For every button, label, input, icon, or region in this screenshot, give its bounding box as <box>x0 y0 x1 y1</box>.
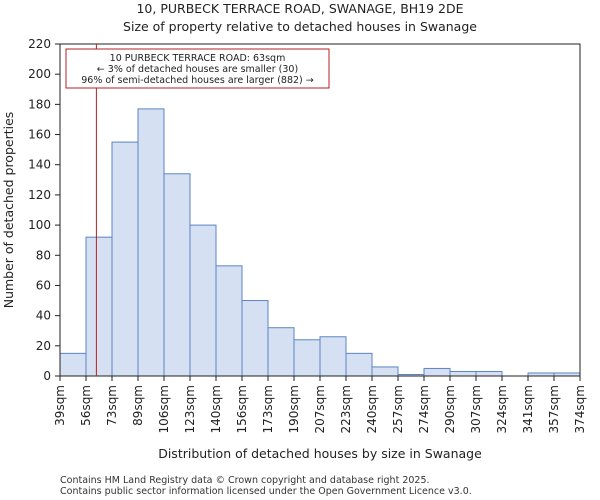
x-tick-label: 324sqm <box>495 385 509 433</box>
chart-title: 10, PURBECK TERRACE ROAD, SWANAGE, BH19 … <box>136 1 463 16</box>
y-tick-label: 160 <box>28 128 51 142</box>
bar-173sqm <box>267 327 295 377</box>
bar-240sqm <box>371 366 399 377</box>
x-tick-label: 307sqm <box>469 385 483 433</box>
x-axis-ticks: 39sqm 56sqm 73sqm 89sqm 106sqm 123sqm 140sqm 15… <box>53 376 587 433</box>
y-tick-label: 100 <box>28 218 51 232</box>
annotation-line-3: 96% of semi-detached houses are larger (… <box>81 75 314 86</box>
footer-line-1: Contains HM Land Registry data © Crown c… <box>60 475 430 486</box>
y-tick-label: 140 <box>28 158 51 172</box>
x-tick-label: 207sqm <box>313 385 327 433</box>
y-tick-label: 80 <box>36 248 51 262</box>
x-tick-label: 73sqm <box>105 385 119 426</box>
y-tick-label: 220 <box>28 37 51 51</box>
y-tick-label: 40 <box>36 309 51 323</box>
bar-89sqm <box>137 108 165 377</box>
y-tick-label: 120 <box>28 188 51 202</box>
x-tick-label: 274sqm <box>417 385 431 433</box>
chart-subtitle: Size of property relative to detached ho… <box>123 19 477 34</box>
bar-190sqm <box>293 339 321 377</box>
x-tick-label: 341sqm <box>521 385 535 433</box>
footer-line-2: Contains public sector information licen… <box>60 486 472 497</box>
bar-106sqm <box>163 173 191 377</box>
x-tick-label: 89sqm <box>131 385 145 426</box>
bar-140sqm <box>215 265 243 377</box>
y-tick-label: 20 <box>36 339 51 353</box>
x-tick-label: 156sqm <box>235 385 249 433</box>
x-tick-label: 257sqm <box>391 385 405 433</box>
x-tick-label: 39sqm <box>53 385 67 426</box>
y-tick-label: 60 <box>36 278 51 292</box>
bar-307sqm <box>475 370 503 377</box>
bar-73sqm <box>111 141 139 377</box>
x-tick-label: 56sqm <box>79 385 93 426</box>
y-axis-label: Number of detached properties <box>1 112 16 309</box>
x-tick-label: 140sqm <box>209 385 223 433</box>
annotation-line-1: 10 PURBECK TERRACE ROAD: 63sqm <box>110 53 286 64</box>
bar-56sqm <box>85 236 113 377</box>
annotation-line-2: ← 3% of detached houses are smaller (30) <box>97 64 298 75</box>
x-axis-label: Distribution of detached houses by size … <box>158 446 482 461</box>
x-tick-label: 106sqm <box>157 385 171 433</box>
y-tick-label: 180 <box>28 97 51 111</box>
x-tick-label: 223sqm <box>339 385 353 433</box>
x-tick-label: 357sqm <box>547 385 561 433</box>
x-tick-label: 173sqm <box>261 385 275 433</box>
bar-123sqm <box>189 224 217 377</box>
annotation-box: 10 PURBECK TERRACE ROAD: 63sqm ← 3% of d… <box>65 48 330 89</box>
x-tick-label: 240sqm <box>365 385 379 433</box>
plot-frame <box>59 43 581 377</box>
x-tick-label: 374sqm <box>573 385 587 433</box>
y-axis-ticks: 0 20 40 60 80 100 120 140 160 180 200 220 <box>28 37 60 383</box>
bar-39sqm <box>59 352 87 377</box>
y-tick-label: 200 <box>28 67 51 81</box>
bar-207sqm <box>319 336 347 377</box>
bar-290sqm <box>449 370 477 377</box>
bar-156sqm <box>241 300 269 377</box>
x-tick-label: 290sqm <box>443 385 457 433</box>
y-tick-label: 0 <box>43 369 51 383</box>
bar-223sqm <box>345 352 373 377</box>
bars-group <box>59 108 581 377</box>
x-tick-label: 123sqm <box>183 385 197 433</box>
x-tick-label: 190sqm <box>287 385 301 433</box>
bar-274sqm <box>423 367 451 377</box>
